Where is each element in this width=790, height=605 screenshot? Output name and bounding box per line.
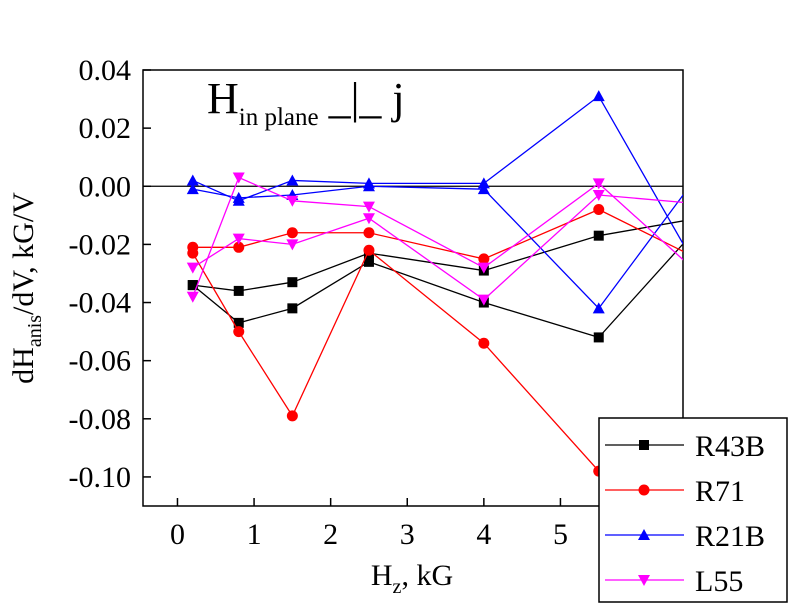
- data-point-square: [187, 280, 198, 291]
- y-axis-title-main: dH: [7, 347, 40, 384]
- data-point-triangle-up: [592, 90, 605, 102]
- data-point-triangle-down: [477, 262, 490, 274]
- legend-label: L55: [695, 565, 743, 598]
- data-point-circle: [478, 253, 490, 265]
- data-point-triangle-down: [232, 233, 245, 245]
- series-l55: [186, 172, 704, 306]
- x-tick-label: 1: [247, 518, 262, 551]
- data-point-triangle-up: [692, 169, 704, 180]
- legend-item: R43B: [605, 430, 765, 463]
- x-tick-label: 0: [170, 518, 185, 551]
- data-point-triangle-up: [638, 529, 650, 540]
- data-point-square: [233, 317, 244, 328]
- data-point-triangle-down: [286, 239, 299, 251]
- annotation-subscript: in plane: [239, 104, 319, 131]
- annotation: Hin plane _|_ j: [207, 74, 405, 131]
- data-point-triangle-down: [638, 575, 650, 586]
- data-point-square: [287, 303, 298, 314]
- legend-label: R43B: [695, 430, 765, 463]
- data-point-triangle-down: [186, 262, 199, 274]
- legend-item: R71: [605, 475, 745, 508]
- y-axis-ticks: 0.04 0.02 0.00 -0.02 -0.04 -0.06 -0.08 -0.10: [69, 54, 151, 494]
- annotation-main: H: [207, 74, 239, 123]
- data-point-square: [363, 256, 374, 267]
- data-point-triangle-up: [692, 265, 704, 276]
- x-axis-title-main: H: [371, 559, 393, 592]
- plot-area: [142, 69, 684, 507]
- series-line: [192, 176, 683, 297]
- data-point-triangle-up: [477, 177, 490, 189]
- y-tick-label: -0.02: [69, 228, 132, 261]
- legend-item: L55: [605, 565, 743, 598]
- data-point-square: [287, 277, 298, 288]
- data-point-square: [639, 440, 649, 450]
- x-axis-title: Hz, kG: [371, 559, 453, 598]
- data-point-triangle-down: [477, 294, 490, 306]
- data-point-square: [593, 230, 604, 241]
- data-point-triangle-down: [362, 201, 375, 213]
- data-point-circle: [478, 337, 490, 349]
- data-point-square: [693, 222, 703, 232]
- data-point-square: [593, 332, 604, 343]
- data-point-triangle-down: [592, 189, 605, 201]
- data-point-circle: [638, 484, 650, 496]
- data-point-triangle-down: [592, 178, 605, 190]
- data-point-triangle-down: [186, 291, 199, 303]
- data-point-triangle-up: [592, 302, 605, 314]
- y-tick-label: 0.04: [79, 54, 132, 87]
- data-point-triangle-up: [232, 191, 245, 203]
- x-tick-label: 5: [553, 518, 568, 551]
- data-point-circle: [286, 410, 298, 422]
- y-tick-label: 0.00: [79, 170, 132, 203]
- x-tick-label: 4: [476, 518, 491, 551]
- series-r43b: [187, 213, 703, 343]
- legend-items: R43B R71 R21B L55: [605, 430, 765, 598]
- y-tick-label: 0.02: [79, 112, 132, 145]
- series-line: [192, 220, 683, 292]
- x-axis-title-sub: z: [393, 576, 402, 598]
- y-tick-label: -0.08: [69, 403, 132, 436]
- data-point-triangle-down: [692, 268, 704, 279]
- data-point-triangle-up: [186, 174, 199, 186]
- data-point-triangle-down: [692, 199, 704, 210]
- annotation-suffix: _|_ j: [328, 74, 405, 123]
- y-axis-title-rest: /dV, kG/V: [7, 192, 40, 315]
- x-tick-label: 3: [400, 518, 415, 551]
- data-point-circle: [363, 227, 375, 239]
- y-tick-label: -0.10: [69, 461, 132, 494]
- series-line: [192, 208, 683, 260]
- legend-label: R21B: [695, 520, 765, 553]
- data-point-circle: [233, 241, 245, 253]
- series-line: [192, 242, 683, 339]
- legend-label: R71: [695, 475, 745, 508]
- legend-box: [598, 417, 788, 603]
- data-point-triangle-down: [232, 172, 245, 184]
- x-axis-title-rest: , kG: [401, 559, 453, 592]
- data-point-triangle-down: [362, 213, 375, 225]
- data-point-triangle-up: [477, 183, 490, 195]
- y-tick-label: -0.04: [69, 287, 132, 320]
- y-tick-label: -0.06: [69, 345, 132, 378]
- data-point-circle: [363, 244, 375, 256]
- data-point-triangle-up: [286, 174, 299, 186]
- data-point-circle: [286, 227, 298, 239]
- data-point-circle: [233, 326, 245, 338]
- data-point-circle: [593, 204, 605, 216]
- data-point-circle: [693, 253, 704, 264]
- legend: R43B R71 R21B L55: [598, 417, 788, 603]
- data-point-circle: [187, 247, 199, 259]
- data-point-square: [693, 213, 703, 223]
- y-axis-title-sub: anis: [24, 315, 46, 347]
- data-point-triangle-down: [286, 195, 299, 207]
- data-point-triangle-up: [362, 180, 375, 192]
- data-point-triangle-up: [186, 183, 199, 195]
- x-tick-label: 2: [323, 518, 338, 551]
- y-axis-title: dHanis/dV, kG/V: [7, 192, 46, 384]
- data-point-square: [233, 285, 244, 296]
- legend-item: R21B: [605, 520, 765, 553]
